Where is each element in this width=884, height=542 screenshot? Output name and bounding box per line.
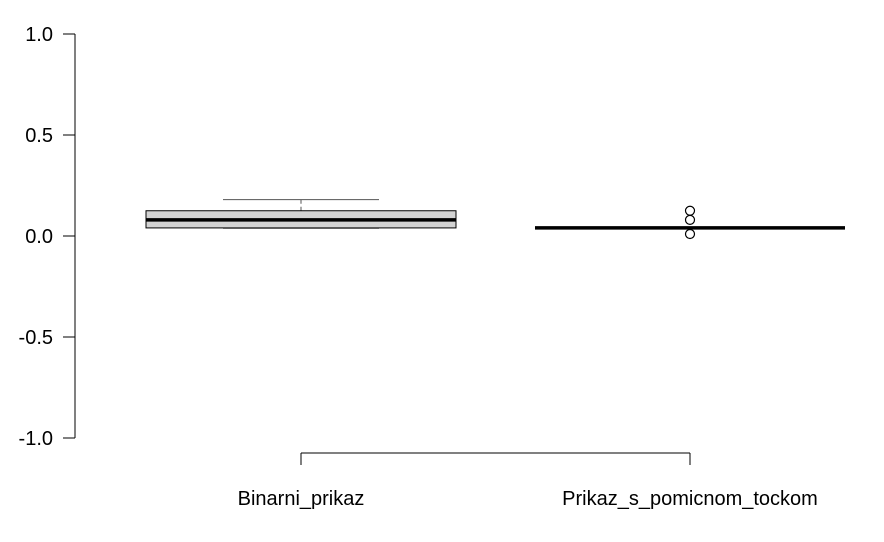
x-axis: Binarni_prikaz Prikaz_s_pomicnom_tockom (238, 452, 818, 510)
boxes-group (145, 199, 845, 240)
y-tick-label: 0.0 (25, 226, 53, 248)
x-tick-label: Binarni_prikaz (238, 488, 365, 510)
y-tick-label: 0.5 (25, 125, 53, 147)
x-tick-label: Prikaz_s_pomicnom_tockom (562, 488, 818, 510)
y-tick-label: -1.0 (19, 428, 53, 450)
box-0 (145, 199, 457, 229)
y-axis: -1.0 -0.5 0.0 0.5 1.0 (19, 24, 76, 450)
y-tick-label: -0.5 (19, 327, 53, 349)
outlier-point (684, 205, 696, 216)
y-tick-label: 1.0 (25, 24, 53, 46)
outlier-point (684, 228, 696, 240)
box-1 (535, 205, 845, 240)
outlier-point (684, 214, 696, 225)
